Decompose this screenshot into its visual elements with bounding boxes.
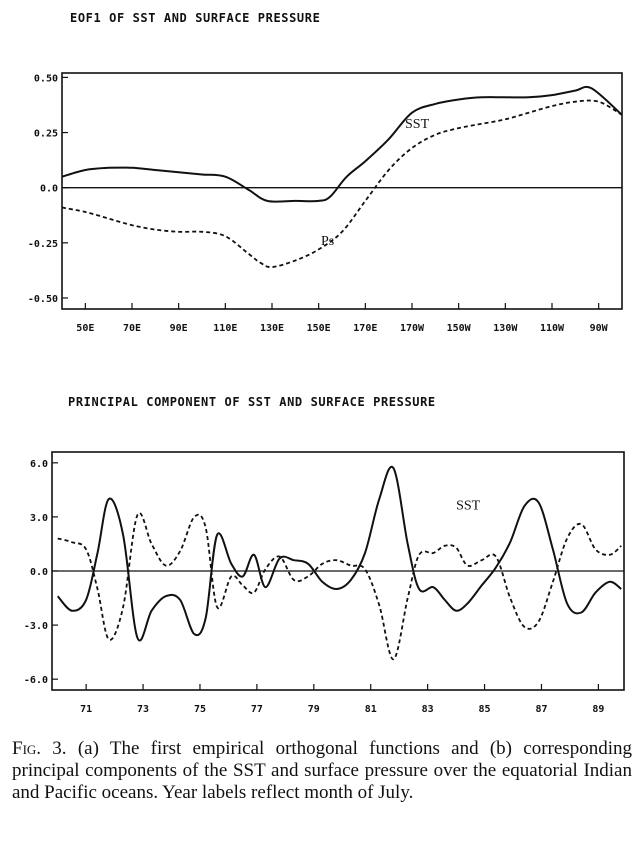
x-tick-label: 87 xyxy=(535,704,547,715)
x-tick-label: 79 xyxy=(308,704,320,715)
dashed-series-line xyxy=(57,512,622,661)
figure-caption: Fig. 3. (a) The first empirical orthogon… xyxy=(12,738,632,804)
x-tick-label: 130E xyxy=(260,323,284,334)
x-tick-label: 150E xyxy=(307,323,331,334)
y-tick-label: -0.50 xyxy=(28,294,58,305)
x-tick-label: 89 xyxy=(592,704,604,715)
x-tick-label: 73 xyxy=(137,704,149,715)
x-tick-label: 150W xyxy=(447,323,472,334)
chart-title: PRINCIPAL COMPONENT OF SST AND SURFACE P… xyxy=(68,395,436,409)
plot-frame xyxy=(61,72,623,310)
chart-principal-component: PRINCIPAL COMPONENT OF SST AND SURFACE P… xyxy=(24,395,625,715)
x-tick-label: 90W xyxy=(590,323,609,334)
x-tick-label: 70E xyxy=(123,323,141,334)
x-tick-label: 50E xyxy=(76,323,94,334)
series-annotation: SST xyxy=(456,499,481,514)
y-tick-label: 6.0 xyxy=(30,459,48,470)
y-tick-label: 3.0 xyxy=(30,513,48,524)
x-tick-label: 170E xyxy=(353,323,377,334)
x-tick-label: 90E xyxy=(170,323,188,334)
y-tick-label: -0.25 xyxy=(28,239,58,250)
y-tick-label: -3.0 xyxy=(24,621,48,632)
chart-title: EOF1 OF SST AND SURFACE PRESSURE xyxy=(70,11,320,25)
x-tick-label: 85 xyxy=(479,704,491,715)
x-tick-label: 110E xyxy=(213,323,237,334)
chart-eof1: EOF1 OF SST AND SURFACE PRESSURE 0.50 0.25… xyxy=(28,11,623,334)
x-tick-label: 71 xyxy=(80,704,92,715)
caption-lead: Fig. 3. xyxy=(12,738,67,759)
y-tick-label: 0.0 xyxy=(30,567,48,578)
x-tick-label: 83 xyxy=(422,704,434,715)
x-tick-label: 77 xyxy=(251,704,263,715)
caption-text: (a) The first empirical orthogonal funct… xyxy=(12,738,632,803)
series-annotation: Ps xyxy=(321,234,334,249)
x-tick-label: 170W xyxy=(400,323,425,334)
solid-series-line xyxy=(61,85,623,203)
x-tick-label: 130W xyxy=(493,323,518,334)
y-tick-label: 0.0 xyxy=(40,184,58,195)
solid-series-line xyxy=(56,465,622,642)
y-tick-label: -6.0 xyxy=(24,675,48,686)
x-tick-label: 75 xyxy=(194,704,206,715)
series-annotation: SST xyxy=(405,117,430,132)
x-tick-label: 110W xyxy=(540,323,565,334)
x-tick-label: 81 xyxy=(365,704,377,715)
dashed-series-line xyxy=(61,99,623,269)
y-tick-label: 0.25 xyxy=(34,129,58,140)
y-tick-label: 0.50 xyxy=(34,73,58,84)
